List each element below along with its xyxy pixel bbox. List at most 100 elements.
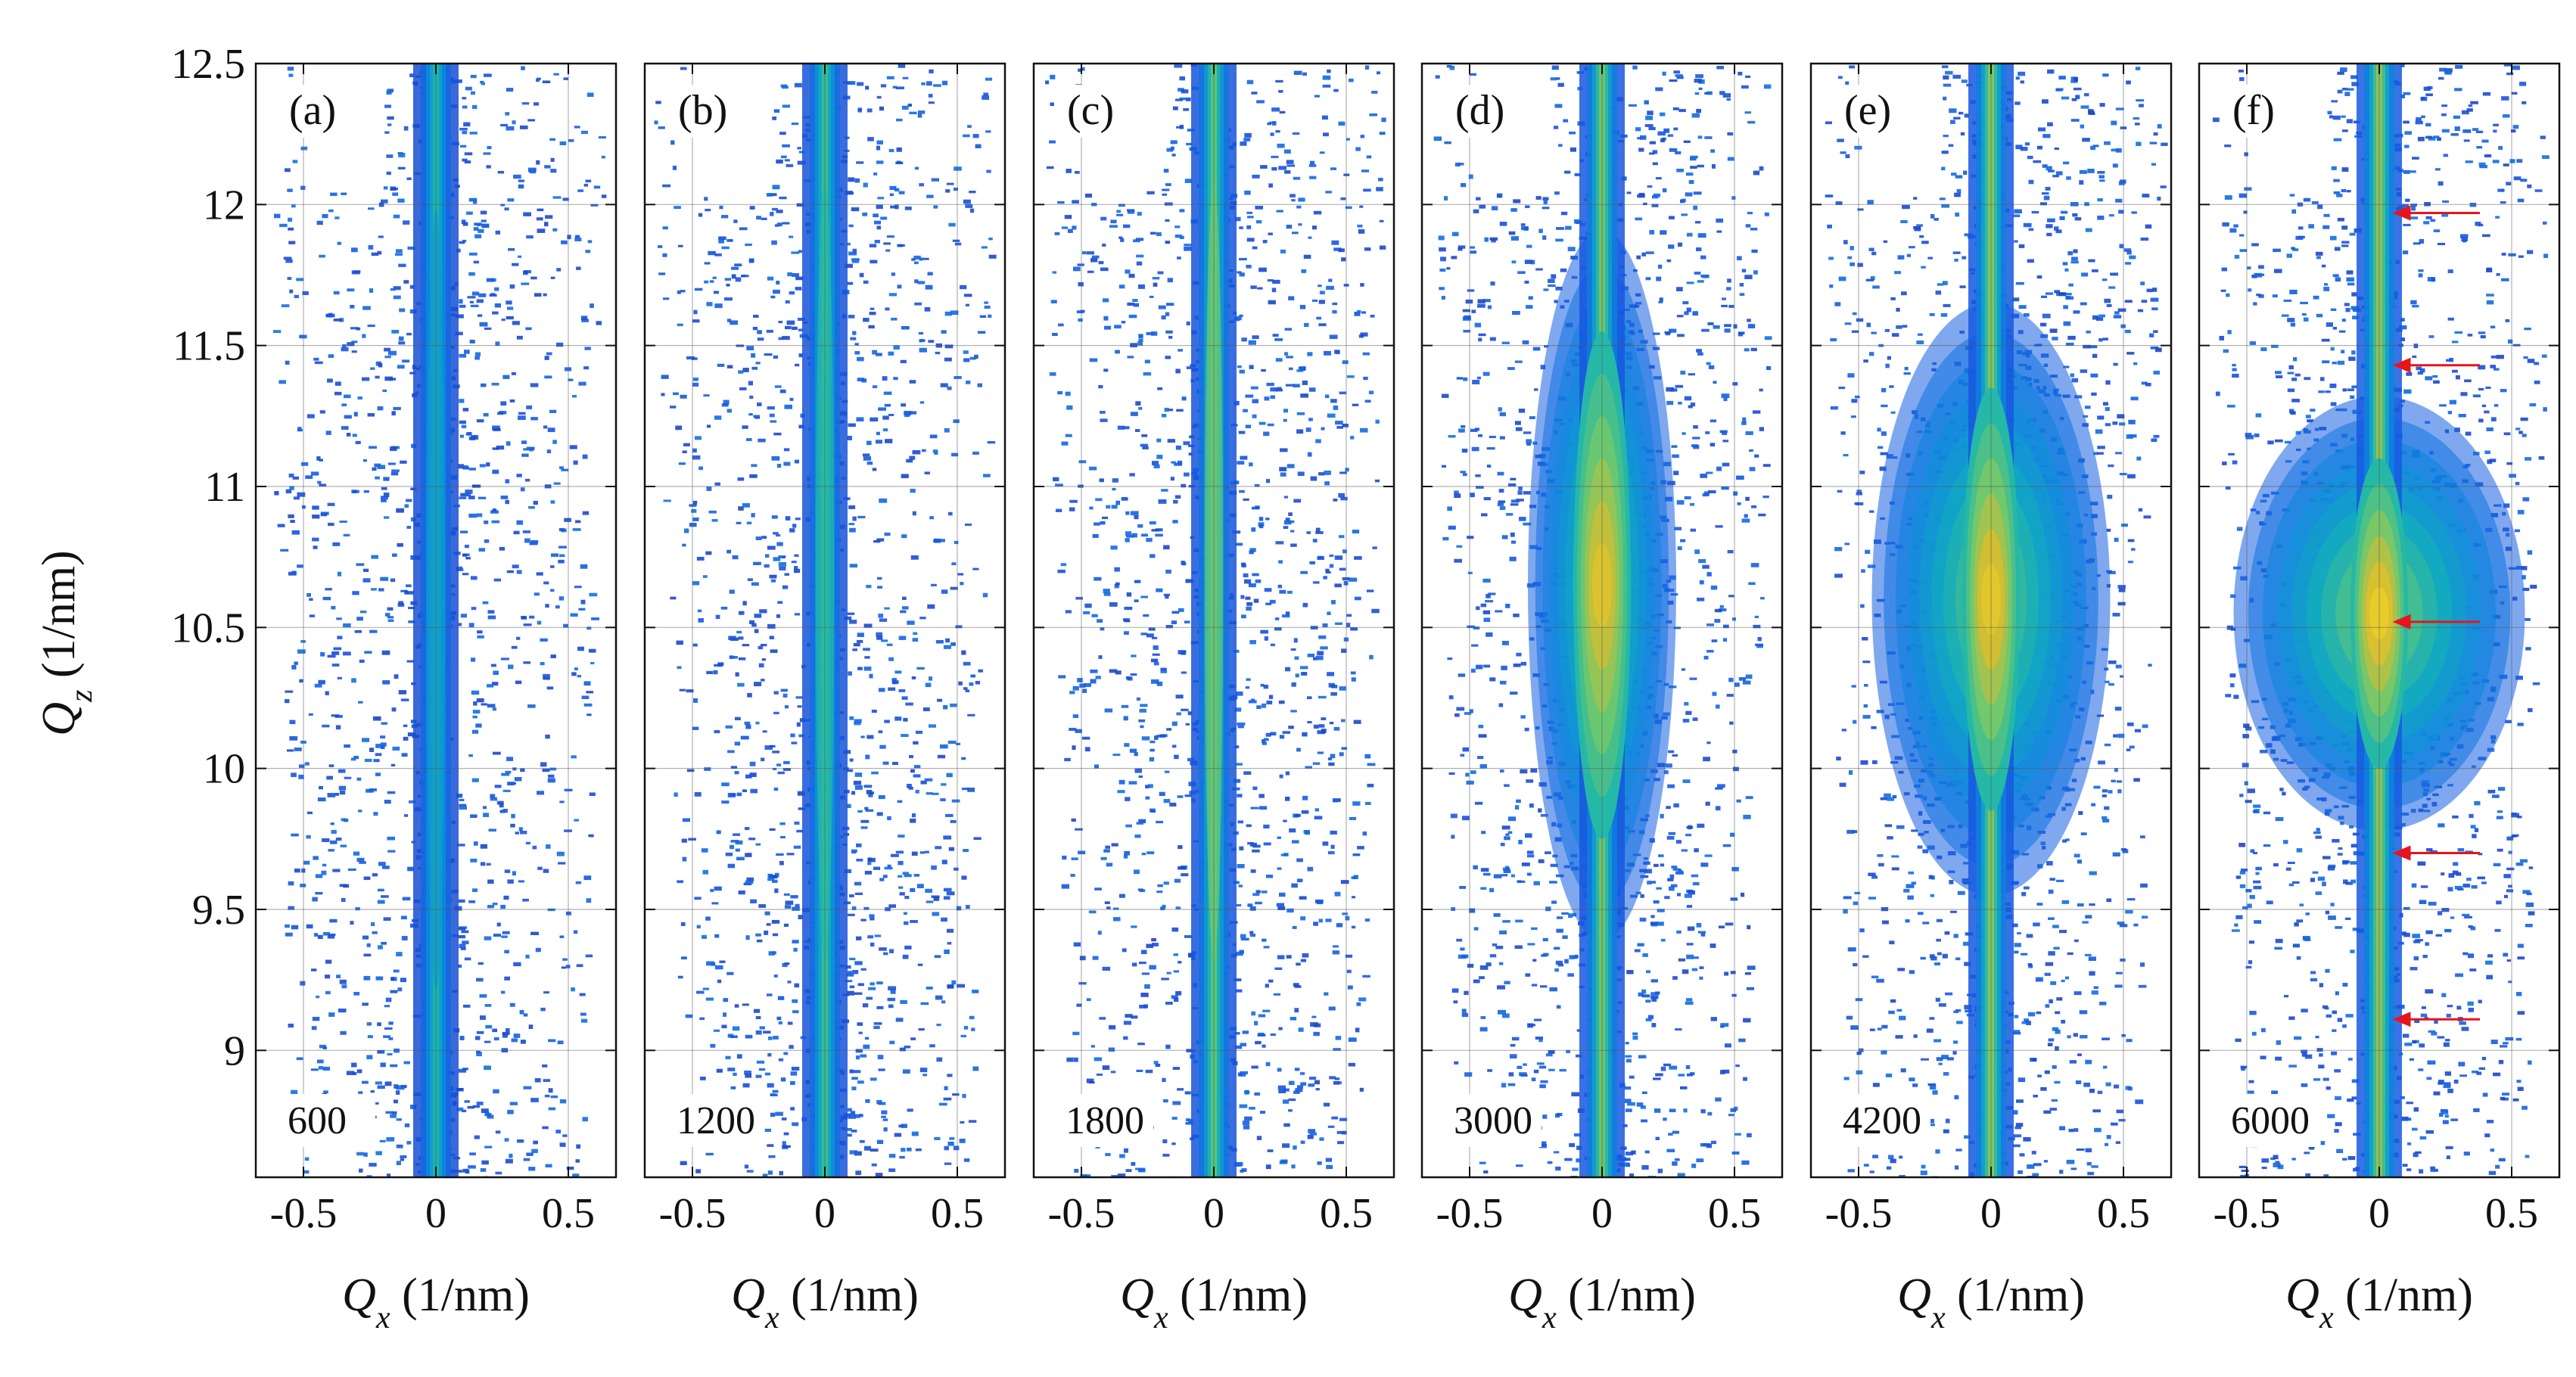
speckle-mark — [312, 505, 319, 510]
speckle-mark — [870, 260, 878, 264]
speckle-mark — [469, 132, 478, 135]
speckle-mark — [1447, 506, 1452, 511]
speckle-mark — [1106, 863, 1113, 867]
speckle-mark — [381, 486, 387, 490]
speckle-mark — [1149, 521, 1156, 525]
speckle-mark — [1161, 734, 1168, 738]
speckle-mark — [863, 1044, 870, 1049]
speckle-mark — [726, 284, 730, 287]
speckle-mark — [890, 205, 898, 209]
speckle-mark — [746, 346, 754, 351]
speckle-mark — [1249, 934, 1256, 937]
speckle-mark — [1315, 1088, 1320, 1091]
speckle-mark — [1285, 667, 1291, 672]
speckle-mark — [729, 844, 735, 850]
speckle-mark — [944, 357, 952, 362]
speckle-mark — [958, 681, 963, 685]
speckle-mark — [913, 255, 921, 260]
speckle-mark — [521, 615, 527, 619]
speckle-mark — [341, 818, 347, 822]
speckle-mark — [338, 785, 347, 791]
intensity-map — [654, 64, 997, 1177]
speckle-mark — [1744, 275, 1753, 279]
speckle-mark — [774, 888, 779, 894]
speckle-mark — [1276, 210, 1283, 213]
speckle-mark — [736, 630, 742, 634]
speckle-mark — [901, 1124, 907, 1128]
speckle-mark — [593, 185, 601, 189]
speckle-mark — [927, 604, 935, 609]
speckle-mark — [545, 215, 553, 219]
speckle-mark — [1493, 874, 1502, 878]
speckle-mark — [1672, 454, 1679, 458]
speckle-mark — [1364, 65, 1370, 70]
speckle-mark — [373, 812, 378, 816]
speckle-mark — [1262, 739, 1266, 744]
speckle-mark — [1113, 907, 1119, 910]
speckle-mark — [954, 166, 962, 171]
speckle-mark — [1651, 1023, 1657, 1027]
speckle-mark — [1154, 735, 1159, 740]
speckle-mark — [783, 1052, 789, 1055]
speckle-mark — [714, 482, 721, 486]
speckle-mark — [896, 86, 904, 90]
speckle-mark — [1641, 1119, 1648, 1123]
speckle-mark — [575, 520, 581, 524]
speckle-mark — [473, 227, 479, 231]
speckle-mark — [857, 515, 866, 519]
speckle-mark — [854, 785, 863, 790]
speckle-mark — [764, 353, 773, 356]
speckle-mark — [941, 859, 947, 865]
speckle-mark — [543, 1079, 551, 1083]
speckle-mark — [1339, 535, 1345, 539]
speckle-mark — [924, 850, 929, 853]
speckle-mark — [1315, 439, 1321, 443]
speckle-mark — [398, 690, 407, 695]
speckle-mark — [1235, 763, 1243, 766]
speckle-mark — [501, 319, 506, 322]
speckle-mark — [497, 170, 505, 174]
speckle-mark — [1706, 741, 1711, 744]
speckle-mark — [1298, 197, 1305, 202]
speckle-mark — [350, 757, 356, 761]
speckle-mark — [1283, 520, 1292, 525]
speckle-mark — [484, 539, 490, 543]
speckle-mark — [380, 1062, 386, 1068]
speckle-mark — [507, 198, 515, 202]
speckle-mark — [1265, 984, 1269, 988]
speckle-mark — [1071, 818, 1076, 822]
speckle-mark — [738, 657, 746, 661]
speckle-mark — [1334, 555, 1343, 560]
speckle-mark — [1364, 919, 1370, 922]
speckle-mark — [1072, 200, 1079, 204]
speckle-mark — [1763, 84, 1772, 89]
speckle-mark — [692, 319, 700, 323]
speckle-mark — [749, 395, 754, 399]
speckle-mark — [857, 1022, 863, 1026]
speckle-mark — [1262, 1044, 1266, 1048]
speckle-mark — [1137, 1043, 1145, 1046]
speckle-mark — [583, 875, 592, 881]
speckle-mark — [1675, 840, 1682, 844]
speckle-mark — [798, 734, 805, 738]
speckle-mark — [1282, 1143, 1290, 1149]
speckle-mark — [1188, 452, 1193, 455]
speckle-mark — [1343, 284, 1349, 287]
speckle-mark — [1681, 849, 1688, 852]
speckle-mark — [1185, 1121, 1193, 1125]
speckle-mark — [1083, 1174, 1091, 1177]
speckle-mark — [487, 905, 494, 909]
speckle-mark — [578, 608, 586, 611]
speckle-mark — [1647, 1015, 1654, 1020]
speckle-mark — [1339, 752, 1344, 757]
speckle-mark — [714, 886, 722, 891]
speckle-mark — [294, 294, 299, 299]
speckle-mark — [1500, 842, 1505, 847]
speckle-mark — [344, 415, 352, 419]
speckle-mark — [369, 629, 378, 633]
speckle-mark — [685, 1014, 693, 1018]
speckle-mark — [1291, 1164, 1296, 1169]
speckle-mark — [1094, 764, 1100, 769]
speckle-mark — [1064, 215, 1072, 219]
speckle-mark — [732, 1026, 740, 1031]
